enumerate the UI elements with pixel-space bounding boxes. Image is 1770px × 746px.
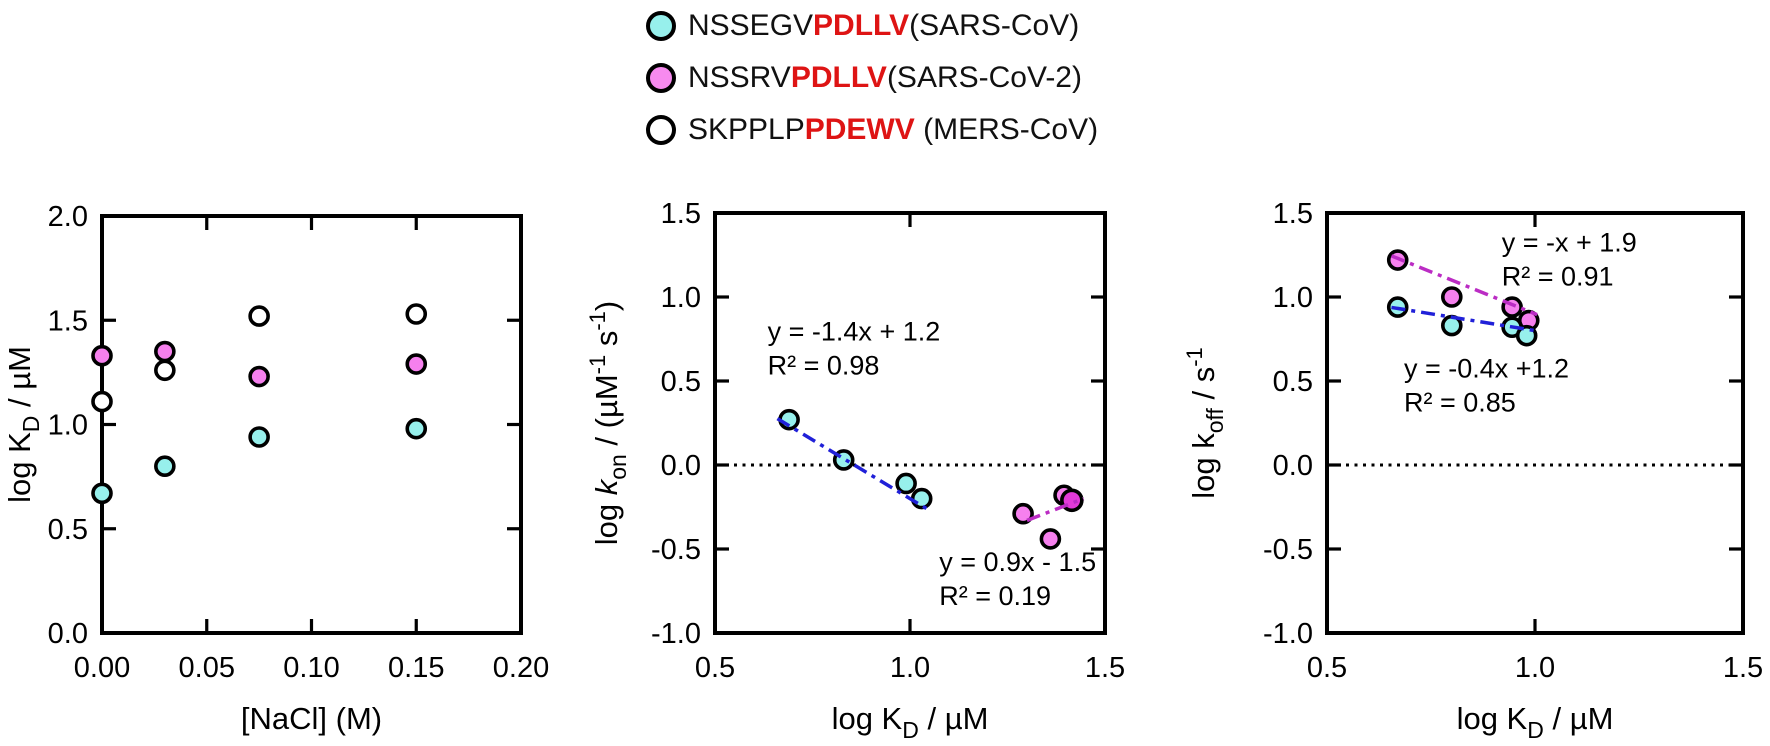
y-tick-label: 0.0 [661,450,701,482]
axis-frame [100,214,523,635]
x-axis-title: log KD / µM [832,701,989,743]
x-tick-label: 0.00 [74,652,130,684]
y-axis-title: log KD / µM [2,346,44,503]
y-tick-label: 0.5 [661,366,701,398]
trendline-SARS-CoV-2-fit [1026,496,1085,523]
data-point-SARS-CoV-2 [91,344,113,367]
data-point-SARS-CoV-2 [154,340,176,363]
data-point-MERS-CoV [154,359,176,382]
y-tick-label: 2.0 [48,201,88,233]
y-tick-label: 1.5 [661,198,701,230]
fit-equation-label: R² = 0.85 [1404,388,1516,418]
y-tick-label: 0.0 [48,618,88,650]
data-point-SARS-CoV [154,455,176,478]
y-tick-label: 1.0 [48,410,88,442]
sars-cov-marker-icon [646,10,676,41]
y-axis-title: log kon / (µM-1 s-1) [585,301,631,546]
sequence-prefix: NSSRV [688,61,791,94]
binding-motif: PDEWV [804,113,915,146]
fit-equation-label: R² = 0.19 [939,581,1051,611]
fit-equation-label: y = -x + 1.9 [1502,228,1637,258]
x-tick-label: 1.5 [1085,652,1125,684]
binding-motif: PDLLV [790,61,887,94]
data-point-MERS-CoV [405,303,428,325]
data-point-SARS-CoV-2 [405,353,428,375]
data-point-SARS-CoV-2 [1012,502,1034,525]
fit-equation-label: y = -0.4x +1.2 [1404,354,1569,384]
mers-cov-marker-icon [646,114,676,145]
binding-motif: PDLLV [813,9,910,42]
legend-label-sars-cov: NSSEGVPDLLV(SARS-CoV) [688,10,1079,41]
sequence-prefix: SKPPLP [688,113,805,146]
fit-equation-label: y = -1.4x + 1.2 [768,317,941,347]
x-tick-label: 1.0 [890,652,930,684]
virus-name: (SARS-CoV-2) [886,61,1082,94]
data-point-SARS-CoV-2 [248,365,270,388]
x-tick-label: 0.5 [695,652,735,684]
y-tick-label: 0.5 [1273,366,1313,398]
y-axis-title: log koff / s-1 [1182,347,1228,499]
y-tick-label: -0.5 [651,534,701,566]
data-point-SARS-CoV [91,482,113,505]
virus-name: (SARS-CoV) [909,9,1080,42]
data-point-SARS-CoV [895,472,917,495]
y-tick-label: -0.5 [1263,534,1313,566]
x-tick-label: 0.15 [388,652,444,684]
y-tick-label: 1.5 [48,305,88,337]
x-tick-label: 0.5 [1307,652,1347,684]
x-axis-title: [NaCl] (M) [241,701,382,736]
virus-name: (MERS-CoV) [914,113,1099,146]
plot-kon-vs-kd: 0.5 1.0 1.5 -1.0 -0.5 0.0 0.5 1.0 1.5 y = -1.4x +… [585,198,1125,743]
trendline-SARS-CoV-2-fit [1390,254,1538,317]
x-tick-label: 0.10 [283,652,339,684]
plot-kd-vs-nacl: 0.00 0.05 0.10 0.15 0.20 0.0 0.5 1.0 1.5 2.0 [NaCl… [2,201,549,736]
legend-label-mers-cov: SKPPLPPDEWV (MERS-CoV) [688,114,1098,145]
data-point-SARS-CoV-2 [1039,528,1062,550]
plot-koff-vs-kd: 0.5 1.0 1.5 -1.0 -0.5 0.0 0.5 1.0 1.5 y = -x + 1.… [1182,198,1763,743]
y-tick-label: 0.5 [48,514,88,546]
data-point-SARS-CoV [910,487,933,510]
trendline-SARS-CoV-fit [1391,305,1538,333]
data-point-SARS-CoV [405,417,428,440]
x-tick-label: 1.5 [1723,652,1763,684]
y-tick-label: -1.0 [651,618,701,650]
x-tick-label: 1.0 [1515,652,1555,684]
fit-equation-label: R² = 0.98 [768,351,880,381]
x-tick-label: 0.05 [179,652,235,684]
y-tick-label: 1.0 [1273,282,1313,314]
sequence-prefix: NSSEGV [688,9,814,42]
data-point-SARS-CoV [248,426,270,448]
data-point-MERS-CoV [248,305,270,327]
y-tick-label: 1.0 [661,282,701,314]
fit-equation-label: R² = 0.91 [1502,262,1614,292]
legend: NSSEGVPDLLV(SARS-CoV) NSSRVPDLLV(SARS-Co… [646,10,1098,145]
legend-item-mers-cov: SKPPLPPDEWV (MERS-CoV) [646,114,1098,145]
y-tick-label: 1.5 [1273,198,1313,230]
data-point-SARS-CoV-2 [1440,286,1463,308]
x-tick-label: 0.20 [493,652,549,684]
legend-label-sars-cov-2: NSSRVPDLLV(SARS-CoV-2) [688,62,1082,93]
x-axis-title: log KD / µM [1457,701,1614,743]
legend-item-sars-cov-2: NSSRVPDLLV(SARS-CoV-2) [646,62,1098,93]
legend-item-sars-cov: NSSEGVPDLLV(SARS-CoV) [646,10,1098,41]
data-point-MERS-CoV [91,390,113,413]
sars-cov-2-marker-icon [646,62,676,93]
fit-equation-label: y = 0.9x - 1.5 [939,547,1096,577]
y-tick-label: -1.0 [1263,618,1313,650]
y-tick-label: 0.0 [1273,450,1313,482]
